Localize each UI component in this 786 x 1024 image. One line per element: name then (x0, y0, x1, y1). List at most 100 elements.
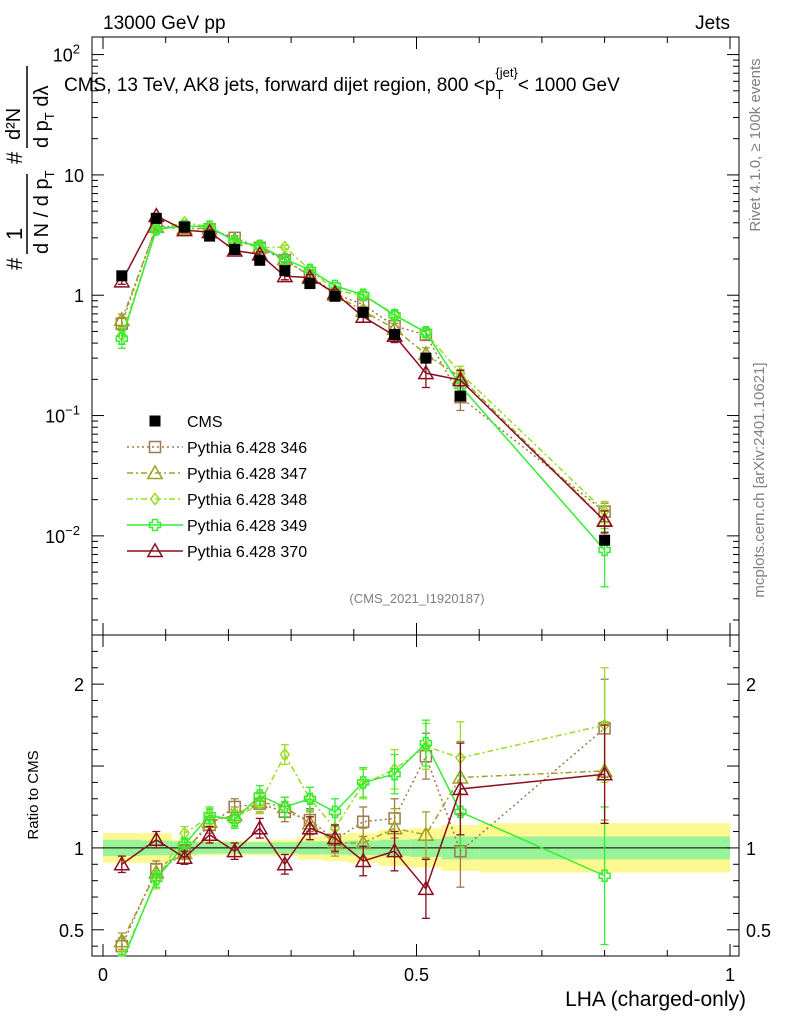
ratio-point (201, 826, 219, 842)
legend-label-3: Pythia 6.428 349 (187, 518, 307, 535)
title-sup: {jet (495, 65, 513, 80)
cms-point (454, 390, 466, 402)
main-point (596, 512, 614, 528)
ratio-point (417, 826, 435, 842)
main-panel-series (113, 207, 614, 588)
ratio-series-3 (117, 719, 611, 957)
ratio-point (388, 767, 401, 781)
ratio-point (276, 855, 294, 871)
ratio-panel-frame (91, 634, 740, 957)
y-tick-label-ratio: 2 (74, 675, 84, 695)
x-tick-label: 1 (725, 965, 735, 985)
ratio-point (598, 869, 611, 882)
ratio-point (451, 780, 469, 796)
ratio-point (417, 880, 435, 896)
main-point (419, 326, 433, 339)
y-tick-label-ratio: 0.5 (59, 921, 84, 941)
cms-point (204, 230, 216, 242)
ratio-point (251, 819, 269, 835)
ratio-point (147, 831, 165, 846)
legend-item-2: Pythia 6.428 348 (127, 492, 307, 509)
ratio-point (176, 849, 193, 864)
ratio-point (328, 805, 342, 819)
y-tick-label-ratio: 1 (74, 839, 84, 859)
main-point (279, 240, 291, 254)
cms-point (229, 243, 241, 255)
y-tick-label-main: 10−2 (45, 523, 80, 547)
ratio-line-3 (123, 741, 605, 956)
main-series-4 (113, 207, 614, 534)
cms-data-points (116, 212, 611, 546)
ylabel-hash-1: # (2, 257, 27, 270)
main-point (115, 332, 129, 345)
ratio-point (150, 872, 163, 886)
chart-title: CMS, 13 TeV, AK8 jets, forward dijet reg… (64, 65, 620, 102)
ratio-panel-series (113, 667, 614, 957)
cms-point (389, 329, 401, 341)
mcplots-reference: mcplots.cern.ch [arXiv:2401.10621] (751, 362, 768, 597)
x-tick-label: 0 (98, 965, 108, 985)
x-tick-label: 0.5 (404, 965, 429, 985)
legend-label-2: Pythia 6.428 348 (187, 492, 307, 509)
legend-label-0: Pythia 6.428 346 (187, 440, 307, 457)
cms-point (279, 265, 291, 277)
ratio-series-0 (115, 678, 611, 956)
analysis-id: (CMS_2021_I1920187) (349, 591, 484, 606)
cms-point (420, 352, 432, 364)
ratio-point (178, 838, 191, 851)
legend-item-1: Pythia 6.428 347 (127, 464, 307, 483)
ratio-point (419, 736, 433, 750)
axis-ticks: 0 0.5 1 10−2 10−1 1 10 102 0.5 0.5 1 1 2 2 (45, 37, 771, 985)
ratio-point (228, 813, 241, 827)
ratio-point (226, 842, 244, 858)
cms-point (179, 221, 191, 233)
title-tail: < 1000 GeV (518, 75, 620, 96)
cms-point (599, 534, 611, 546)
ratio-point (113, 855, 131, 871)
ylabel-hash-2: # (2, 151, 27, 164)
ratio-point (113, 932, 131, 948)
rivet-version: Rivet 4.1.0, ≥ 100k events (747, 58, 764, 231)
legend-item-4: Pythia 6.428 370 (127, 542, 307, 561)
ratio-point (303, 792, 317, 806)
main-point (417, 364, 435, 380)
header-left: 13000 GeV pp (103, 13, 226, 34)
title-sup2: } (513, 65, 518, 80)
ratio-point (253, 789, 266, 802)
cms-point (304, 278, 316, 290)
ratio-series-4 (113, 724, 614, 919)
cms-point (254, 254, 266, 266)
ratio-point (254, 796, 266, 811)
title-main: CMS, 13 TeV, AK8 jets, forward dijet reg… (64, 75, 495, 96)
ratio-point (596, 765, 614, 781)
ratio-point (356, 776, 370, 789)
y-tick-label-main: 10 (64, 166, 84, 186)
header-right: Jets (695, 13, 730, 34)
ylabel-frac2-num: d²N (3, 108, 25, 140)
y-tick-label-main: 10−1 (45, 403, 80, 427)
legend-marker-1 (146, 464, 164, 480)
y-tick-label-ratio-right: 2 (746, 675, 756, 695)
legend-item-3: Pythia 6.428 349 (127, 518, 307, 535)
y-tick-label-ratio-right: 0.5 (746, 921, 771, 941)
y-tick-label-main: 1 (74, 286, 84, 306)
ratio-point (356, 815, 370, 828)
legend-label-cms: CMS (187, 414, 223, 431)
x-axis-label: LHA (charged-only) (565, 988, 746, 1011)
y-tick-label-ratio-right: 1 (746, 839, 756, 859)
main-point (598, 543, 611, 557)
ratio-point (279, 747, 291, 762)
cms-point (150, 212, 162, 224)
y-axis-label: # 1 d N / d pT # d²N d pT dλ (2, 66, 57, 270)
legend-marker-2 (149, 492, 161, 506)
ratio-point (301, 819, 319, 835)
cms-point (329, 290, 341, 302)
main-point (451, 371, 469, 387)
main-point (388, 309, 401, 322)
ratio-point (203, 808, 216, 822)
legend-item-0: Pythia 6.428 346 (127, 440, 307, 457)
cms-point (116, 270, 128, 282)
legend-marker-0 (148, 440, 162, 454)
ratio-line-4 (121, 773, 605, 891)
